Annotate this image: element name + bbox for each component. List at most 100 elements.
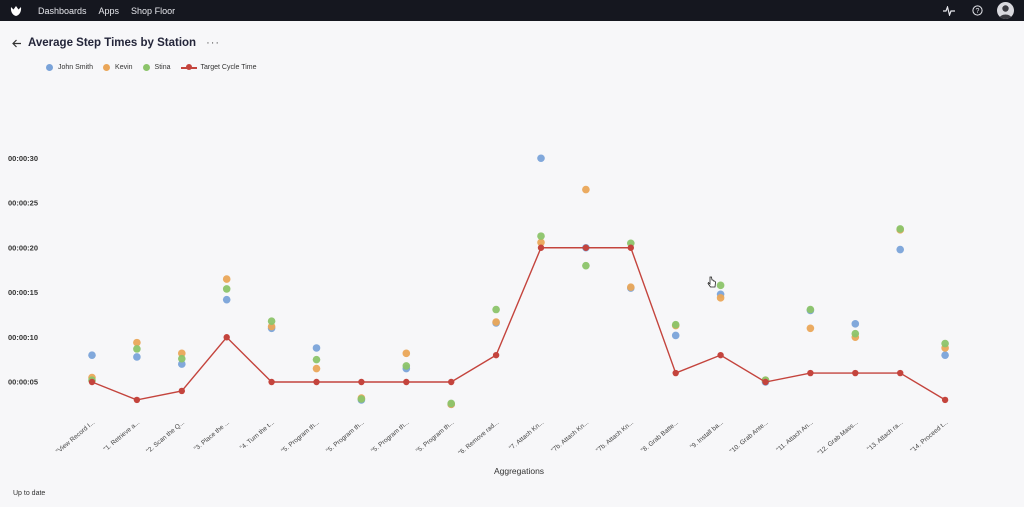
point-target-cycle-time [852,369,859,377]
point-target-cycle-time [627,244,634,251]
legend-dot-john-smith [46,64,53,71]
x-tick-label: "7. Attach Kn... [508,419,545,452]
y-tick-label: 00:00:15 [8,288,38,297]
y-tick-label: 00:00:25 [8,199,38,208]
target-cycle-time-line [91,247,946,401]
x-tick-label: "7b. Attach Kn... [595,419,635,454]
point-kevin [492,318,500,326]
point-john-smith [133,353,141,361]
activity-icon[interactable] [941,3,957,19]
point-target-cycle-time [941,396,949,404]
nav-shop-floor[interactable]: Shop Floor [131,5,176,16]
point-john-smith [537,154,545,163]
x-tick-label: "8. Grab Batte... [640,419,680,454]
point-stina [402,362,411,370]
tulip-logo-icon[interactable] [8,3,24,19]
point-kevin [133,338,141,347]
point-kevin [582,185,590,194]
point-john-smith [941,351,949,359]
step-times-chart: 00:00:05 00:00:10 00:00:15 00:00:20 00:00:25… [8,154,950,476]
user-avatar[interactable] [997,2,1014,19]
point-target-cycle-time [133,396,141,404]
point-target-cycle-time [223,334,230,341]
legend-item-target-cycle-time[interactable]: Target Cycle Time [180,64,257,71]
point-target-cycle-time [448,378,455,386]
point-target-cycle-time [672,369,679,377]
point-stina [133,345,141,353]
legend-label-kevin: Kevin [115,64,133,71]
point-target-cycle-time [492,351,500,359]
point-stina [806,305,815,314]
point-kevin [806,324,815,333]
legend-dot-kevin [103,64,111,71]
x-tick-label: "13. Attach ra... [866,419,905,453]
point-john-smith [671,331,680,340]
point-kevin [312,364,321,373]
point-target-cycle-time [582,244,590,251]
point-kevin [537,238,545,247]
x-axis-label: Aggregations [494,466,544,476]
point-john-smith [312,344,321,352]
y-tick-label: 00:00:10 [8,333,38,342]
x-tick-label: "5. Program th... [325,419,366,455]
point-stina [222,285,231,293]
x-tick-label: "4. Turn the t... [239,419,276,452]
point-stina [941,339,949,348]
x-tick-label: "View Record I... [55,419,96,455]
point-stina [627,239,635,248]
page-title: Average Step Times by Station [28,37,197,49]
point-john-smith [222,295,231,304]
legend-label-stina: Stina [154,64,171,71]
help-icon[interactable]: ? [969,3,985,19]
point-stina [671,320,680,329]
y-tick-label: 00:00:20 [8,243,38,252]
point-stina [357,395,366,403]
point-kevin [627,283,635,291]
more-options-button[interactable]: ··· [206,37,221,49]
back-arrow-icon[interactable] [10,36,24,50]
topbar-actions: ? [941,2,1014,19]
point-john-smith [851,320,860,328]
point-stina [716,281,725,290]
y-tick-label: 00:00:05 [8,378,38,387]
point-target-cycle-time [897,369,904,377]
point-target-cycle-time [178,387,185,395]
point-target-cycle-time [313,378,320,386]
svg-text:?: ? [975,8,979,15]
x-tick-label: "5. Program th... [280,419,321,455]
point-stina [582,261,590,270]
chart-legend: John Smith Kevin Stina Target Cycle Time [46,64,267,71]
point-kevin [402,349,411,358]
point-stina [537,232,545,240]
top-navigation-bar: Dashboards Apps Shop Floor ? [0,0,1024,21]
x-tick-label: "14. Proceed t... [909,419,949,454]
point-target-cycle-time [268,378,275,386]
x-tick-label: "11. Attach An... [775,419,815,454]
point-stina [851,329,860,338]
x-tick-label: "10. Grab Ante... [729,419,770,455]
legend-item-john-smith[interactable]: John Smith [46,64,93,71]
page-header: Average Step Times by Station ··· [10,34,220,52]
point-target-cycle-time [358,378,365,386]
point-target-cycle-time [537,244,545,251]
x-tick-label: "5. Program th... [370,419,411,455]
legend-item-kevin[interactable]: Kevin [103,64,133,71]
point-target-cycle-time [88,378,96,386]
y-tick-label: 00:00:30 [8,154,38,163]
nav-dashboards[interactable]: Dashboards [38,5,87,16]
point-john-smith [178,360,186,368]
x-tick-label: "9. Install ba... [689,419,725,451]
point-john-smith [88,351,96,359]
point-target-cycle-time [403,378,410,386]
point-stina [267,317,276,325]
legend-label-target-cycle-time: Target Cycle Time [200,64,257,71]
x-tick-label: "12. Grab Mass... [817,419,860,457]
nav-apps[interactable]: Apps [98,5,120,16]
point-target-cycle-time [807,369,814,377]
mouse-cursor-icon [707,275,717,288]
legend-item-stina[interactable]: Stina [142,64,171,71]
point-stina [178,354,186,363]
legend-label-john-smith: John Smith [58,64,94,71]
point-stina [312,355,321,364]
point-stina [447,399,456,408]
